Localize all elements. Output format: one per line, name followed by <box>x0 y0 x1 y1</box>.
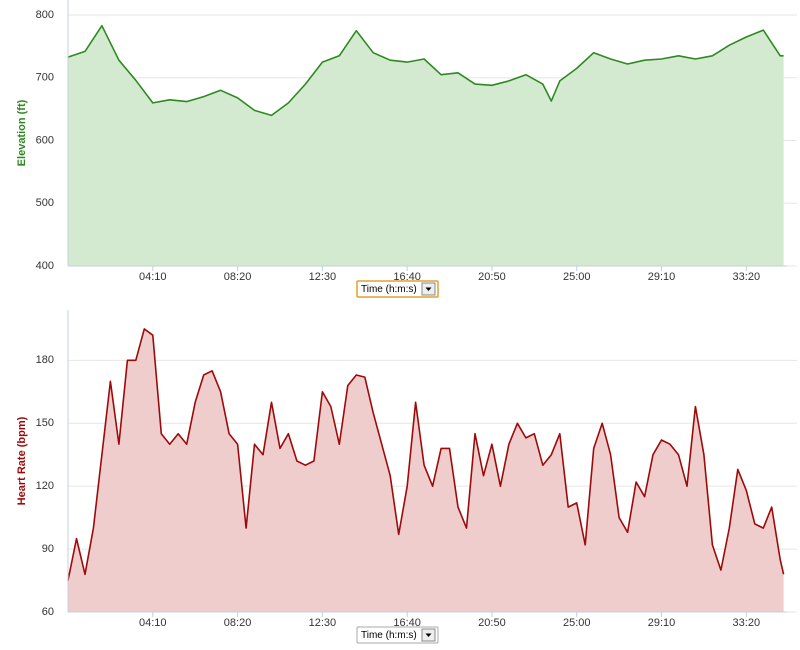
x-tick-label: 33:20 <box>733 271 761 283</box>
y-tick-label: 180 <box>36 354 54 366</box>
x-tick-label: 29:10 <box>648 617 676 629</box>
area-line <box>67 328 785 581</box>
x-tick-label: 04:10 <box>139 271 167 283</box>
x-tick-label: 20:50 <box>478 271 506 283</box>
y-tick-label: 700 <box>36 72 54 84</box>
x-tick-label: 33:20 <box>733 617 761 629</box>
x-tick-label: 25:00 <box>563 271 591 283</box>
x-axis-title: Time (h:m:s) <box>361 284 417 295</box>
chart-panel: 400 500 600 700 800 04:10 08:20 12:30 16:40 20:50… <box>16 0 797 298</box>
x-axis-dropdown[interactable]: Time (h:m:s) <box>356 280 439 298</box>
x-tick-label: 04:10 <box>139 617 167 629</box>
area-line <box>67 24 784 117</box>
y-axis-title: Elevation (ft) <box>16 99 28 166</box>
x-tick-label: 20:50 <box>478 617 506 629</box>
y-tick-label: 500 <box>36 197 54 209</box>
chart-panel: 60 90 120 150 180 04:10 08:20 12:30 16:40 20:50 25… <box>16 310 797 644</box>
x-axis-title: Time (h:m:s) <box>361 630 417 641</box>
y-tick-label: 60 <box>42 606 54 618</box>
dropdown-arrow <box>425 633 432 637</box>
area-fill <box>68 25 784 267</box>
x-tick-label: 08:20 <box>224 617 252 629</box>
y-tick-label: 150 <box>36 417 54 429</box>
dropdown-box[interactable] <box>356 626 439 644</box>
y-tick-label: 120 <box>36 480 54 492</box>
x-tick-label: 16:40 <box>393 617 421 629</box>
x-tick-label: 12:30 <box>309 271 337 283</box>
x-tick-label: 25:00 <box>563 617 591 629</box>
x-tick-label: 29:10 <box>648 271 676 283</box>
x-axis-dropdown[interactable]: Time (h:m:s) <box>356 626 439 644</box>
x-tick-label: 08:20 <box>224 271 252 283</box>
dropdown-box[interactable] <box>356 280 439 298</box>
dropdown-arrow <box>425 287 432 291</box>
y-tick-label: 800 <box>36 9 54 21</box>
x-tick-label: 16:40 <box>393 271 421 283</box>
y-tick-label: 600 <box>36 134 54 146</box>
y-tick-label: 90 <box>42 543 54 555</box>
y-tick-label: 400 <box>36 260 54 272</box>
x-tick-label: 12:30 <box>309 617 337 629</box>
y-axis-title: Heart Rate (bpm) <box>16 416 28 505</box>
